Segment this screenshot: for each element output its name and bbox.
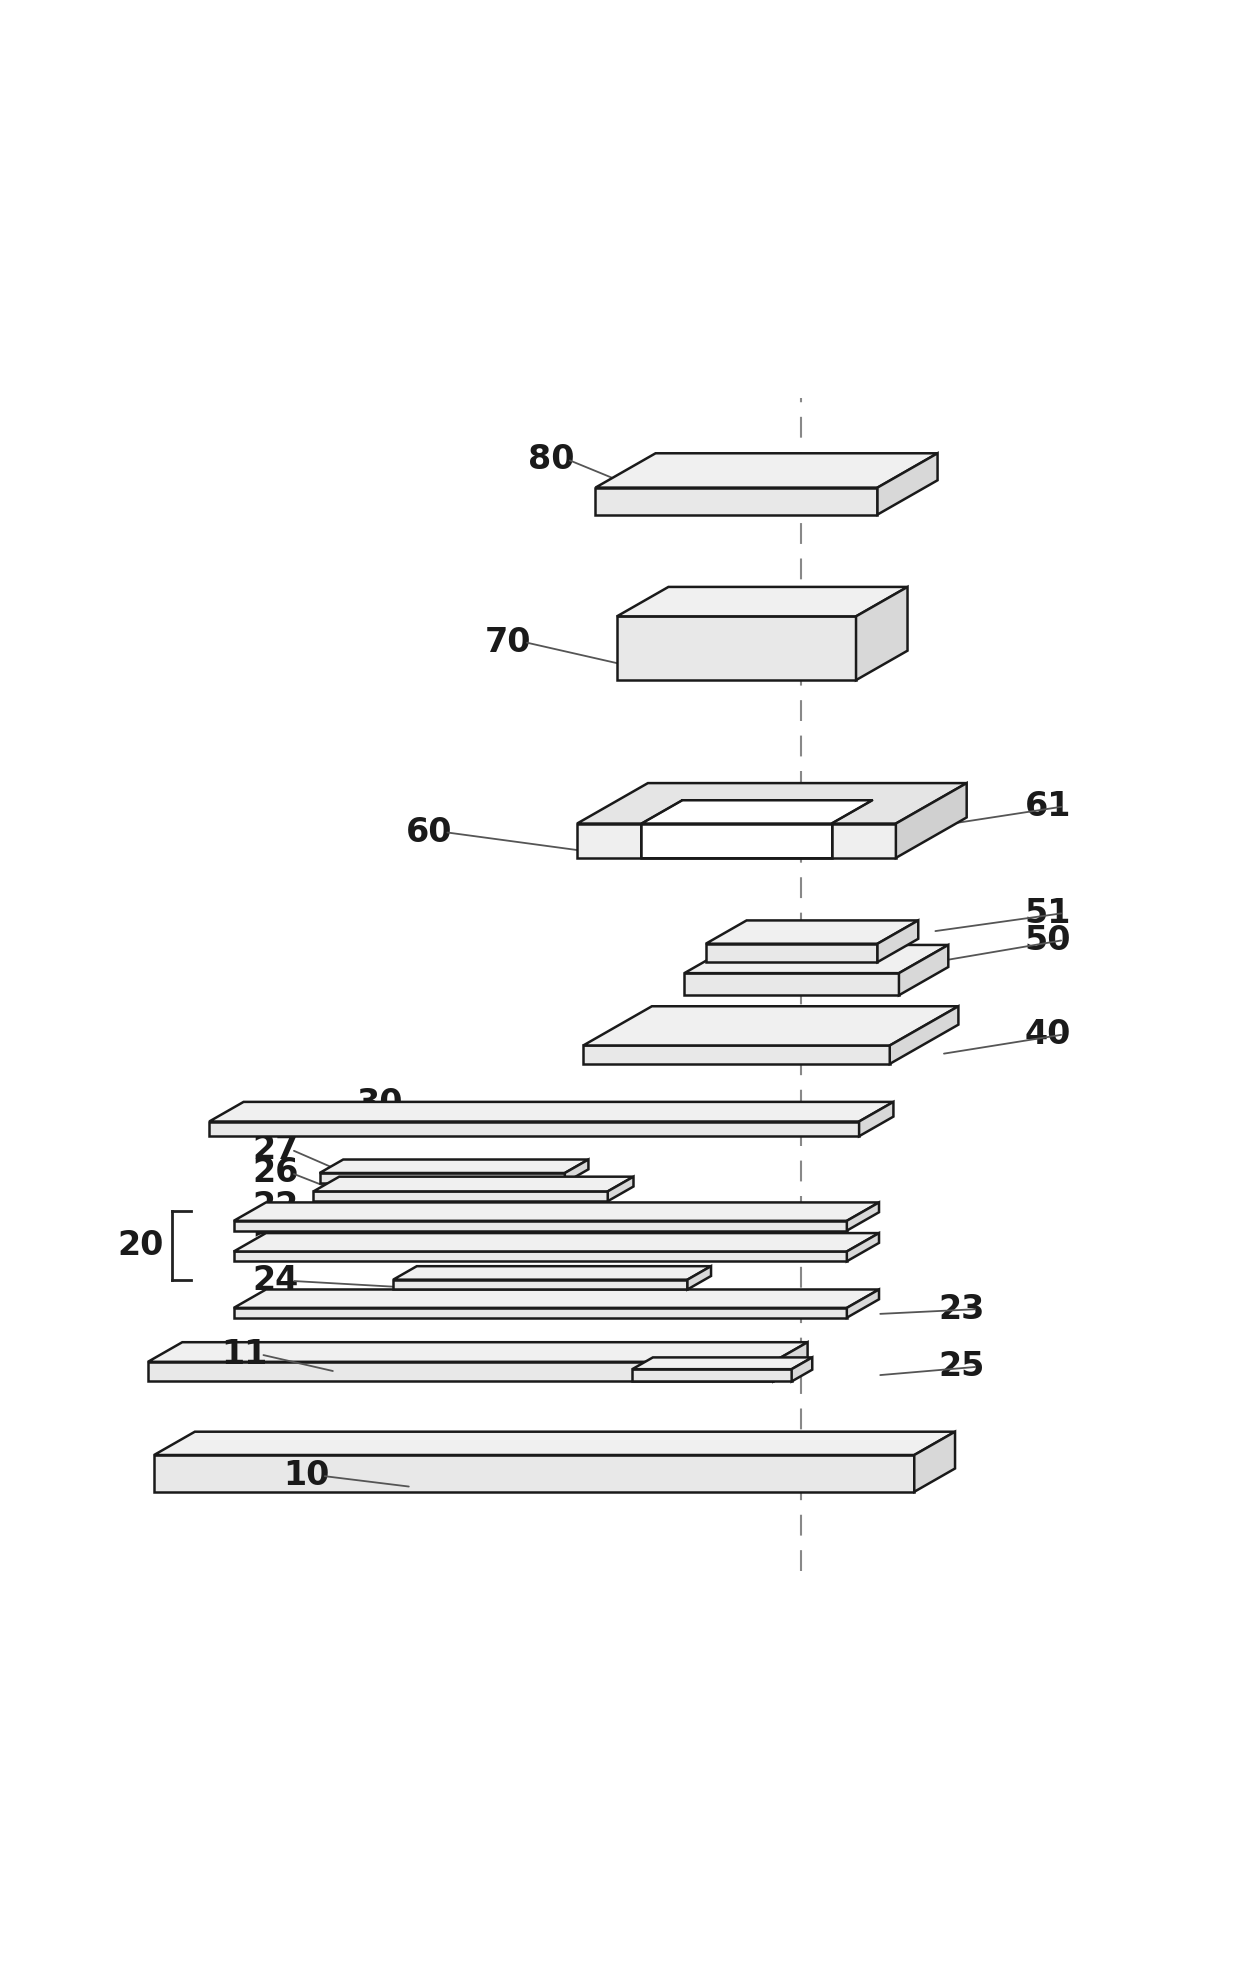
Polygon shape — [914, 1432, 955, 1492]
Polygon shape — [565, 1159, 589, 1182]
Polygon shape — [234, 1308, 847, 1318]
Polygon shape — [791, 1357, 812, 1381]
Polygon shape — [890, 1006, 959, 1065]
Polygon shape — [774, 1341, 807, 1381]
Text: 20: 20 — [118, 1230, 164, 1261]
Polygon shape — [641, 824, 832, 857]
Polygon shape — [320, 1159, 589, 1173]
Polygon shape — [583, 1006, 959, 1045]
Polygon shape — [234, 1290, 879, 1308]
Polygon shape — [706, 943, 878, 963]
Text: 51: 51 — [1024, 896, 1071, 930]
Polygon shape — [687, 1267, 711, 1290]
Polygon shape — [899, 945, 949, 996]
Polygon shape — [234, 1233, 879, 1251]
Polygon shape — [314, 1177, 634, 1192]
Polygon shape — [595, 488, 878, 514]
Polygon shape — [684, 945, 949, 973]
Polygon shape — [148, 1341, 807, 1361]
Polygon shape — [632, 1369, 791, 1381]
Polygon shape — [847, 1290, 879, 1318]
Text: 40: 40 — [1024, 1018, 1071, 1051]
Polygon shape — [618, 616, 856, 680]
Polygon shape — [595, 453, 937, 488]
Polygon shape — [393, 1281, 687, 1290]
Text: 61: 61 — [1024, 790, 1071, 824]
Polygon shape — [878, 453, 937, 514]
Text: 24: 24 — [252, 1265, 299, 1298]
Polygon shape — [895, 782, 967, 857]
Text: 26: 26 — [252, 1157, 299, 1190]
Polygon shape — [210, 1122, 859, 1135]
Text: 10: 10 — [283, 1459, 329, 1492]
Polygon shape — [314, 1192, 608, 1202]
Polygon shape — [684, 973, 899, 996]
Polygon shape — [859, 1102, 894, 1135]
Polygon shape — [583, 1045, 890, 1065]
Text: 21: 21 — [252, 1230, 299, 1261]
Text: 80: 80 — [528, 443, 574, 477]
Polygon shape — [393, 1267, 711, 1281]
Polygon shape — [154, 1432, 955, 1455]
Polygon shape — [856, 586, 908, 680]
Polygon shape — [577, 824, 895, 857]
Polygon shape — [641, 800, 872, 824]
Text: 25: 25 — [939, 1351, 985, 1383]
Text: 30: 30 — [356, 1086, 403, 1120]
Polygon shape — [847, 1202, 879, 1232]
Polygon shape — [706, 920, 919, 943]
Polygon shape — [234, 1202, 879, 1222]
Polygon shape — [878, 920, 919, 963]
Polygon shape — [210, 1102, 894, 1122]
Polygon shape — [847, 1233, 879, 1261]
Text: 27: 27 — [252, 1133, 299, 1167]
Polygon shape — [234, 1222, 847, 1232]
Polygon shape — [154, 1455, 914, 1492]
Polygon shape — [618, 586, 908, 616]
Text: 11: 11 — [222, 1337, 268, 1371]
Text: 70: 70 — [485, 626, 532, 659]
Polygon shape — [577, 782, 967, 824]
Polygon shape — [234, 1251, 847, 1261]
Polygon shape — [320, 1173, 565, 1182]
Text: 60: 60 — [405, 816, 451, 849]
Polygon shape — [608, 1177, 634, 1202]
Text: 50: 50 — [1024, 924, 1071, 957]
Text: 22: 22 — [252, 1190, 299, 1222]
Text: 23: 23 — [939, 1292, 985, 1326]
Polygon shape — [632, 1357, 812, 1369]
Polygon shape — [148, 1361, 774, 1381]
